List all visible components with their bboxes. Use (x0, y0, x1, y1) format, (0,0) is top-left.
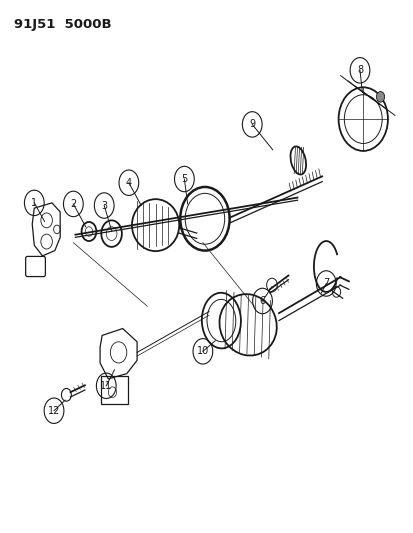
Circle shape (375, 92, 384, 102)
Text: 10: 10 (196, 346, 209, 357)
Text: 5: 5 (181, 174, 187, 184)
Text: 6: 6 (259, 296, 265, 306)
Text: 12: 12 (48, 406, 60, 416)
Text: 3: 3 (101, 200, 107, 211)
Text: 91J51  5000B: 91J51 5000B (14, 18, 111, 31)
Text: 2: 2 (70, 199, 76, 209)
Text: 7: 7 (323, 278, 329, 288)
Text: 11: 11 (100, 381, 112, 391)
Text: 8: 8 (356, 66, 362, 75)
Text: 1: 1 (31, 198, 37, 208)
Text: 9: 9 (249, 119, 255, 130)
Text: 4: 4 (126, 177, 132, 188)
